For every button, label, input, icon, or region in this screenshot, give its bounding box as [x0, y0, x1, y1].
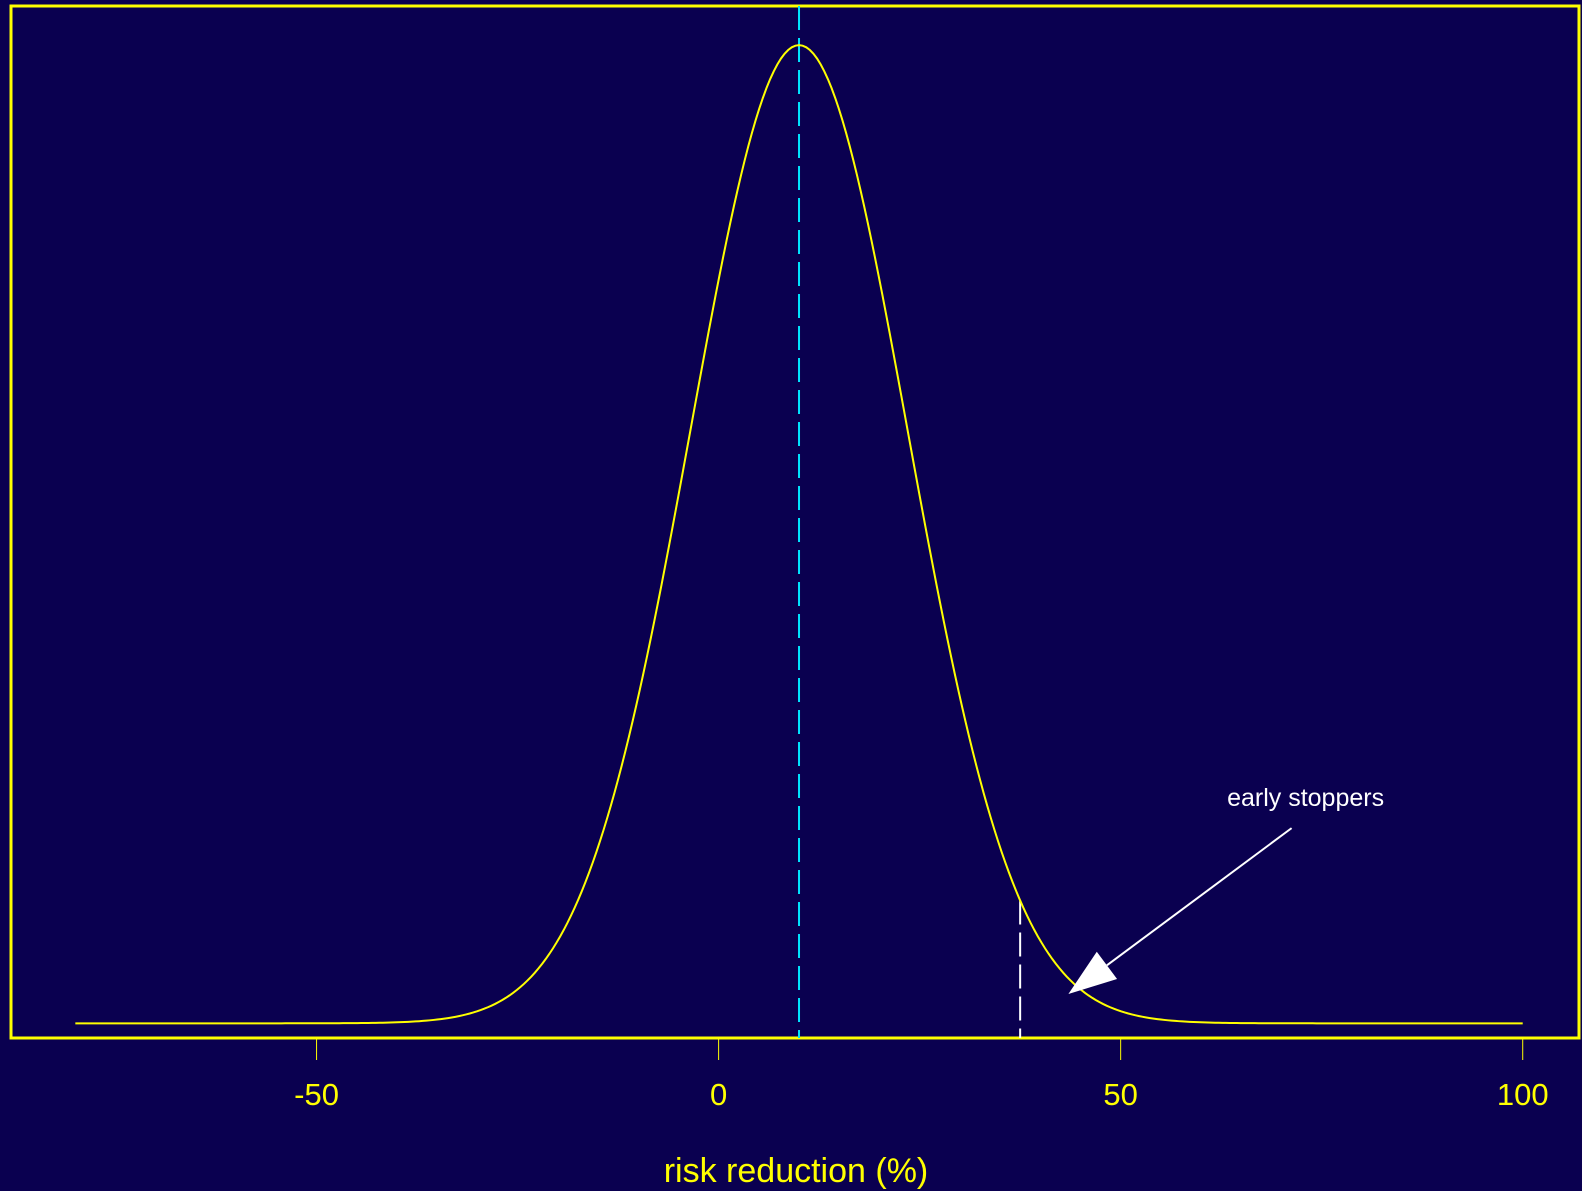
annotation-arrow-line: [1106, 827, 1293, 967]
x-axis-ticks: -50 0 50 100: [294, 1038, 1549, 1112]
x-tick-label: 0: [710, 1077, 727, 1112]
reference-lines: [798, 6, 1022, 1038]
density-curve: [75, 44, 1523, 1025]
annotation-text: early stoppers: [1227, 784, 1384, 812]
x-tick-label: -50: [294, 1077, 339, 1112]
x-tick-label: 100: [1497, 1077, 1549, 1112]
x-tick-label: 50: [1103, 1077, 1137, 1112]
annotation: early stoppers: [1068, 784, 1384, 994]
x-axis-label: risk reduction (%): [664, 1152, 929, 1190]
annotation-arrow-head: [1068, 951, 1118, 994]
plot-frame: [9, 4, 1581, 1040]
